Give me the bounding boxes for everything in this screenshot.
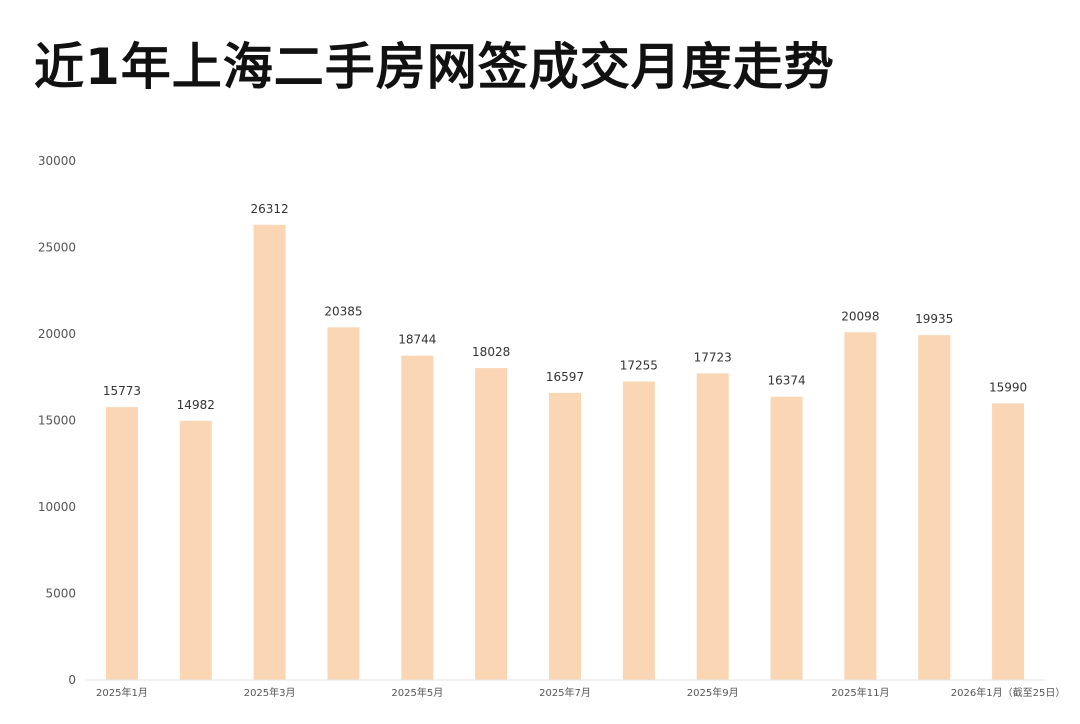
data-label: 20098 (841, 309, 879, 323)
bar (253, 224, 286, 680)
data-label: 15773 (103, 384, 141, 398)
bar (844, 332, 877, 680)
bar (622, 381, 655, 680)
data-label: 14982 (177, 398, 215, 412)
x-tick-label: 2026年1月（截至25日） (951, 686, 1066, 699)
y-tick-label: 5000 (45, 587, 76, 601)
data-label: 17255 (620, 358, 658, 372)
data-label: 26312 (251, 202, 289, 216)
bar (179, 420, 212, 680)
bar (105, 407, 138, 680)
bar (475, 368, 508, 680)
y-axis: 0 5000 10000 15000 20000 25000 30000 (38, 154, 76, 687)
chart-title: 近1年上海二手房网签成交月度走势 (34, 38, 835, 96)
bar (327, 327, 360, 680)
y-tick-label: 25000 (38, 241, 76, 255)
x-tick-label: 2025年9月 (687, 686, 739, 699)
y-tick-label: 15000 (38, 414, 76, 428)
bar (918, 335, 951, 680)
bar (549, 392, 581, 680)
data-label: 20385 (324, 304, 362, 318)
y-tick-label: 0 (68, 673, 76, 687)
y-tick-label: 10000 (38, 500, 76, 514)
x-tick-label: 2025年5月 (391, 686, 443, 699)
y-tick-label: 20000 (38, 327, 76, 341)
data-label: 16374 (767, 374, 805, 388)
x-tick-label: 2025年11月 (831, 686, 889, 699)
data-label: 15990 (989, 380, 1027, 394)
bars (105, 224, 1025, 680)
data-label: 18028 (472, 345, 510, 359)
x-tick-label: 2025年3月 (244, 686, 296, 699)
x-tick-label: 2025年1月 (96, 686, 148, 699)
bar (401, 355, 434, 680)
data-label: 17723 (694, 350, 732, 364)
y-tick-label: 30000 (38, 154, 76, 168)
data-labels: 15773 14982 26312 20385 18744 18028 16597 17255… (103, 202, 1027, 412)
x-axis: 2025年1月 2025年3月 2025年5月 2025年7月 2025年9月 2025年… (85, 679, 1066, 699)
bar (696, 373, 729, 680)
data-label: 19935 (915, 312, 953, 326)
bar (770, 396, 803, 680)
data-label: 16597 (546, 370, 584, 384)
bar (992, 403, 1025, 680)
data-label: 18744 (398, 333, 436, 347)
x-tick-label: 2025年7月 (539, 686, 591, 699)
